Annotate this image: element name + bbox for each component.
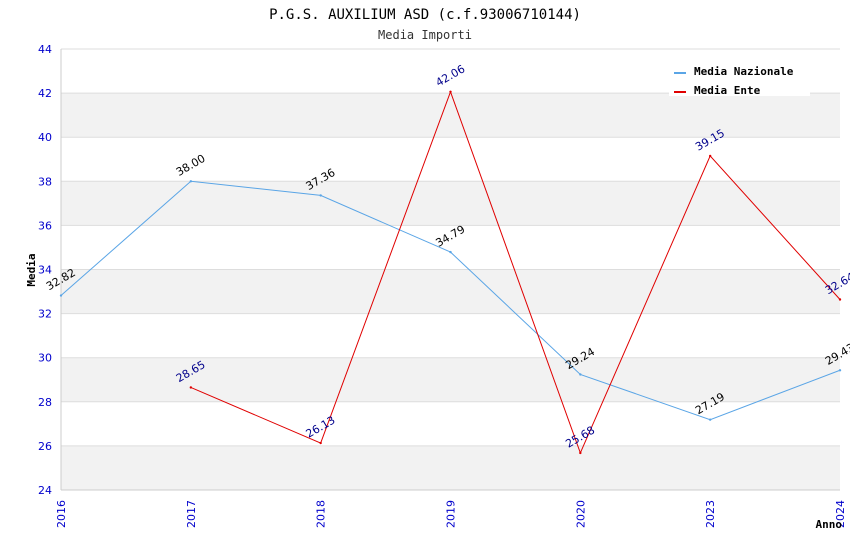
y-axis-label: Media	[25, 253, 38, 286]
y-tick-label: 30	[38, 352, 52, 365]
x-tick-label: 2018	[315, 500, 328, 528]
y-tick-label: 36	[38, 219, 52, 232]
data-point-media-nazionale	[319, 194, 322, 197]
data-point-media-ente	[579, 451, 582, 455]
data-point-media-ente	[838, 298, 842, 301]
legend-box	[669, 60, 810, 96]
x-tick-label: 2020	[574, 500, 587, 528]
x-tick-label: 2019	[445, 500, 458, 528]
x-axis: 2016 2017 2018 2019 2020 2023 2024	[55, 500, 847, 528]
grid-band	[61, 225, 840, 270]
x-tick-label: 2023	[704, 500, 717, 528]
data-point-media-nazionale	[449, 250, 452, 254]
grid-band	[61, 313, 840, 358]
data-point-media-nazionale	[189, 180, 193, 183]
data-point-media-ente	[319, 441, 322, 445]
x-tick-label: 2017	[185, 500, 198, 528]
legend-label-media-nazionale: Media Nazionale	[694, 65, 794, 78]
grid-band	[61, 93, 840, 138]
data-point-media-nazionale	[838, 369, 842, 372]
chart-subtitle: Media Importi	[378, 28, 472, 42]
grid-band	[61, 401, 840, 446]
data-point-media-nazionale	[708, 418, 712, 421]
y-tick-label: 40	[38, 131, 52, 144]
y-tick-label: 34	[38, 264, 52, 277]
y-tick-label: 42	[38, 87, 52, 100]
y-tick-label: 44	[38, 43, 52, 56]
x-tick-label: 2016	[55, 500, 68, 528]
grid-band	[61, 357, 840, 402]
chart-title: P.G.S. AUXILIUM ASD (c.f.93006710144)	[269, 7, 581, 23]
y-tick-label: 32	[38, 308, 52, 321]
grid-band	[61, 445, 840, 490]
data-point-media-nazionale	[59, 294, 63, 297]
data-point-media-ente	[708, 154, 712, 158]
y-axis: 24 26 28 30 32 34 36 38 40 42 44	[38, 43, 52, 497]
y-tick-label: 38	[38, 175, 52, 188]
y-tick-label: 24	[38, 484, 52, 497]
series-line-media-ente	[190, 90, 841, 455]
y-tick-label: 28	[38, 396, 52, 409]
x-tick-label: 2024	[834, 500, 847, 528]
plot-area	[60, 48, 840, 491]
grid-band	[61, 269, 840, 314]
data-point-media-ente	[449, 90, 452, 93]
grid-band	[61, 137, 840, 182]
x-axis-label: Anno	[816, 518, 843, 531]
y-tick-label: 26	[38, 440, 52, 453]
legend: Media Nazionale Media Ente	[669, 60, 810, 97]
series-layer	[59, 90, 842, 455]
legend-label-media-ente: Media Ente	[694, 84, 761, 97]
data-point-media-ente	[189, 386, 193, 389]
grid-band	[61, 181, 840, 226]
data-point-media-nazionale	[579, 373, 582, 376]
